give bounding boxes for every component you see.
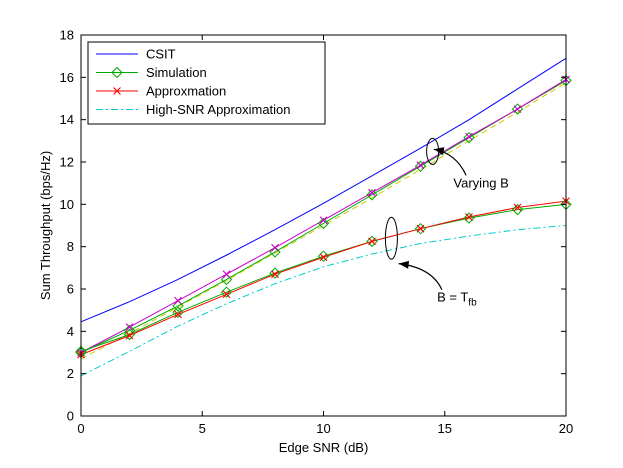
series-4-marker bbox=[463, 212, 475, 224]
series-2-marker bbox=[513, 105, 522, 113]
x-tick-label: 10 bbox=[316, 421, 330, 436]
y-tick-label: 16 bbox=[60, 70, 74, 85]
legend-label-0: CSIT bbox=[146, 47, 176, 62]
series-4-marker bbox=[172, 306, 184, 318]
annotation-text: B = T bbox=[437, 290, 468, 305]
legend-label-5: Approxmation bbox=[146, 84, 226, 99]
series-4-marker bbox=[511, 203, 524, 216]
annotation-text: Varying B bbox=[453, 175, 508, 190]
annotation-label: Varying B bbox=[453, 175, 508, 190]
series-5-marker bbox=[174, 310, 182, 319]
y-tick-label: 8 bbox=[67, 239, 74, 254]
x-tick-label: 20 bbox=[559, 421, 573, 436]
series-4-marker bbox=[220, 286, 233, 298]
annotation-label: B = Tfb bbox=[437, 290, 477, 309]
y-tick-label: 18 bbox=[60, 28, 74, 43]
series-2-marker bbox=[368, 188, 376, 197]
series-5-marker bbox=[125, 331, 134, 340]
series-line-1 bbox=[80, 80, 567, 353]
series-1-marker bbox=[414, 160, 427, 172]
y-tick-label: 2 bbox=[67, 366, 74, 381]
series-2-marker bbox=[125, 323, 134, 331]
plot-markers-group bbox=[75, 74, 572, 359]
legend: CSIT Simulation Approxmation High-SNR Appro… bbox=[87, 41, 326, 125]
series-1-marker bbox=[317, 217, 330, 230]
legend-label-1: Simulation bbox=[146, 65, 207, 80]
series-5-marker bbox=[271, 270, 279, 279]
x-tick-label: 5 bbox=[199, 421, 206, 436]
series-5-marker bbox=[465, 213, 473, 221]
y-tick-label: 12 bbox=[60, 155, 74, 170]
annotation-ellipse bbox=[384, 216, 398, 260]
series-1-marker bbox=[511, 103, 524, 115]
series-5-marker bbox=[222, 290, 231, 299]
y-axis-label: Sum Throughput (bps/Hz) bbox=[38, 151, 53, 300]
series-line-4 bbox=[80, 203, 567, 352]
series-5-marker bbox=[319, 253, 328, 262]
legend-marker-5 bbox=[113, 87, 121, 95]
annotation-arrowhead bbox=[433, 147, 445, 156]
y-tick-label: 0 bbox=[67, 409, 74, 424]
x-axis-label: Edge SNR (dB) bbox=[279, 440, 369, 455]
series-1-marker bbox=[366, 189, 378, 201]
series-5-marker bbox=[416, 224, 425, 233]
x-tick-label: 15 bbox=[438, 421, 452, 436]
axes-ticks-group: 0 5 10 15 20 0 2 4 6 8 10 12 14 16 18 bbox=[60, 28, 574, 437]
series-2-marker bbox=[465, 132, 473, 141]
series-line-6 bbox=[80, 225, 567, 377]
series-2-marker bbox=[271, 243, 279, 252]
y-tick-label: 6 bbox=[67, 282, 74, 297]
series-5-marker bbox=[513, 203, 522, 212]
annotation-subscript: fb bbox=[468, 298, 477, 309]
series-5-marker bbox=[368, 237, 376, 246]
legend-marker-1 bbox=[111, 66, 123, 79]
series-2-marker bbox=[174, 296, 182, 305]
legend-box bbox=[87, 41, 326, 125]
series-1-marker bbox=[463, 131, 475, 144]
legend-label-6: High-SNR Approximation bbox=[146, 102, 291, 117]
annotations-group: Varying B B = Tfb bbox=[384, 137, 509, 309]
annotation-arrowhead bbox=[398, 260, 410, 269]
y-tick-label: 10 bbox=[60, 197, 74, 212]
series-2-marker bbox=[222, 270, 231, 279]
x-tick-label: 0 bbox=[77, 421, 84, 436]
series-line-0 bbox=[80, 57, 567, 323]
series-2-marker bbox=[319, 216, 328, 225]
series-2-marker bbox=[416, 161, 425, 170]
series-line-3 bbox=[80, 82, 567, 360]
y-tick-label: 4 bbox=[67, 324, 74, 339]
y-tick-label: 14 bbox=[60, 112, 74, 127]
series-4-marker bbox=[414, 222, 427, 235]
series-4-marker bbox=[366, 235, 378, 248]
